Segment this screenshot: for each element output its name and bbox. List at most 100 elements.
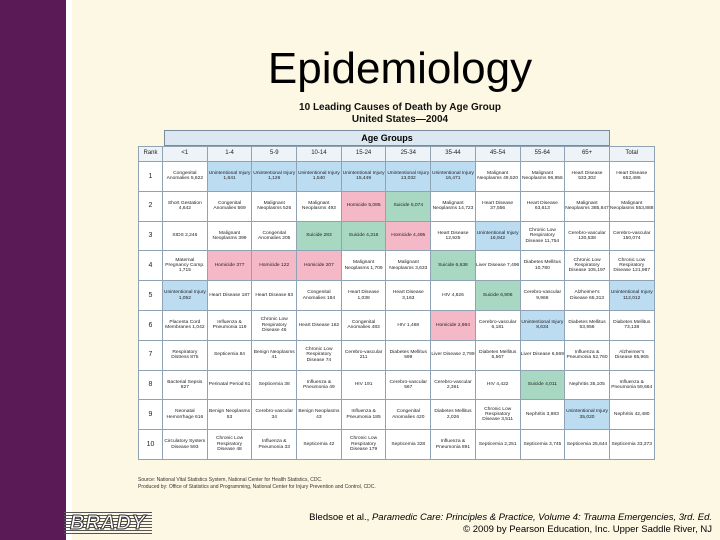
- cause-cell: Cerebro-vascular 2,361: [430, 369, 476, 401]
- cause-cell: Homicide 122: [251, 250, 298, 282]
- cause-cell: Diabetes Mellitus 599: [385, 339, 432, 371]
- cause-cell: Influenza & Pneumonia 185: [340, 399, 387, 431]
- table-row: 1 Congenital Anomalies 5,622 Unintentional…: [138, 161, 655, 192]
- cause-cell: Unintentional Injury 35,020: [564, 399, 610, 431]
- produced-by-line: Produced by: Office of Statistics and Pr…: [138, 483, 376, 490]
- rank-cell: 4: [138, 250, 163, 282]
- cause-cell: Unintentional Injury 1,641: [206, 161, 253, 192]
- cause-cell: Malignant Neoplasms 493: [296, 190, 342, 222]
- cause-cell: Diabetes Mellitus 2,026: [430, 399, 476, 431]
- cause-cell: Congenital Anomalies 184: [296, 280, 342, 311]
- cause-cell: Homicide 2,984: [430, 309, 476, 341]
- cause-cell: Cerebro-vascular 150,074: [608, 220, 655, 252]
- table-row: 4 Maternal Pregnancy Comp. 1,715 Homicide …: [138, 250, 655, 282]
- column-header: 35-44: [430, 146, 476, 162]
- cause-cell: Unintentional Injury 16,471: [430, 161, 476, 192]
- cause-cell: Chronic Low Respiratory Disease 11,754: [519, 220, 566, 252]
- cause-cell: Septicemia 25,644: [564, 429, 610, 460]
- column-header: 55-64: [519, 146, 566, 162]
- rank-cell: 6: [138, 309, 163, 341]
- cause-cell: Maternal Pregnancy Comp. 1,715: [162, 250, 208, 282]
- cause-cell: HIV 191: [340, 369, 387, 401]
- column-header: 25-34: [385, 146, 432, 162]
- cause-cell: Chronic Low Respiratory Disease 74: [296, 339, 342, 371]
- cause-cell: Septicemia 42: [296, 429, 342, 460]
- rank-cell: 2: [138, 190, 163, 222]
- table-row: 8 Bacterial Sepsis 827 Perinatal Period 61…: [138, 369, 655, 401]
- cause-cell: Alzheimer's Disease 65,313: [564, 280, 610, 311]
- cause-cell: Chronic Low Respiratory Disease 179: [340, 429, 387, 460]
- rank-cell: 8: [138, 369, 163, 401]
- cause-cell: Septicemia 84: [206, 339, 253, 371]
- cause-cell: Chronic Low Respiratory Disease 121,987: [608, 250, 655, 282]
- source-line: Source: National Vital Statistics System…: [138, 477, 323, 483]
- age-groups-header: Age Groups: [164, 130, 610, 146]
- cause-cell: Bacterial Sepsis 827: [162, 369, 208, 401]
- cause-cell: Heart Disease 83: [251, 280, 298, 311]
- cause-cell: Chronic Low Respiratory Disease 105,197: [564, 250, 610, 282]
- cause-cell: Diabetes Mellitus 73,138: [608, 309, 655, 341]
- column-header: <1: [162, 146, 208, 162]
- table-title: 10 Leading Causes of Death by Age Group: [299, 102, 501, 113]
- cause-cell: Influenza & Pneumonia 891: [430, 429, 476, 460]
- sidebar-stripe: [66, 0, 72, 540]
- rank-cell: 10: [138, 429, 163, 460]
- cause-cell: Septicemia 38: [251, 369, 298, 401]
- cause-cell: Unintentional Injury 1,540: [296, 161, 342, 192]
- cause-cell: Septicemia 328: [385, 429, 432, 460]
- cause-cell: Malignant Neoplasms 49,520: [474, 161, 521, 192]
- cause-cell: Liver Disease 2,799: [430, 339, 476, 371]
- cause-cell: Heart Disease 187: [206, 280, 253, 311]
- cause-cell: Benign Neoplasms 43: [296, 399, 342, 431]
- table-row: 10 Circulatory System Disease 593 Chronic …: [138, 429, 655, 460]
- cause-cell: Cerebro-vascular 130,538: [564, 220, 610, 252]
- citation: Bledsoe et al., Paramedic Care: Principl…: [242, 512, 712, 536]
- cause-cell: Suicide 6,906: [474, 280, 521, 311]
- cause-cell: Homicide 4,495: [385, 220, 432, 252]
- cause-cell: Suicide 5,074: [385, 190, 432, 222]
- cause-cell: Influenza & Pneumonia 52,760: [564, 339, 610, 371]
- table-header-row: Rank <1 1-4 5-9 10-14 15-24 25-34 35-44 45-54 55-…: [138, 146, 655, 162]
- cause-cell: Unintentional Injury 16,942: [474, 220, 521, 252]
- cause-cell: Homicide 377: [206, 250, 253, 282]
- cause-cell: Heart Disease 533,302: [564, 161, 610, 192]
- cause-cell: Unintentional Injury 13,032: [385, 161, 432, 192]
- cause-cell: Diabetes Mellitus 53,956: [564, 309, 610, 341]
- cause-cell: Malignant Neoplasms 399: [206, 220, 253, 252]
- column-header: 5-9: [251, 146, 298, 162]
- cause-cell: Diabetes Mellitus 10,780: [519, 250, 566, 282]
- cause-cell: Chronic Low Respiratory Disease 3,511: [474, 399, 521, 431]
- table-row: 9 Neonatal Hemorrhage 616 Benign Neoplasms…: [138, 399, 655, 431]
- cause-cell: Septicemia 33,373: [608, 429, 655, 460]
- table-row: 7 Respiratory Distress 875 Septicemia 84 Be…: [138, 339, 655, 371]
- table-row: 3 SIDS 2,246 Malignant Neoplasms 399 Congen…: [138, 220, 655, 252]
- cause-cell: Malignant Neoplasms 526: [251, 190, 298, 222]
- table-row: 5 Unintentional Injury 1,052 Heart Disease…: [138, 280, 655, 311]
- cause-cell: Suicide 4,011: [519, 369, 566, 401]
- cause-cell: Benign Neoplasms 53: [206, 399, 253, 431]
- cause-cell: Congenital Anomalies 569: [206, 190, 253, 222]
- citation-copyright: © 2009 by Pearson Education, Inc. Upper …: [463, 524, 712, 535]
- cause-cell: Chronic Low Respiratory Disease 48: [206, 429, 253, 460]
- cause-cell: Unintentional Injury 112,012: [608, 280, 655, 311]
- cause-cell: Perinatal Period 61: [206, 369, 253, 401]
- cause-cell: HIV 4,422: [474, 369, 521, 401]
- cause-cell: Septicemia 3,745: [519, 429, 566, 460]
- column-header: 10-14: [296, 146, 342, 162]
- cause-cell: Malignant Neoplasms 3,633: [385, 250, 432, 282]
- column-header: 65+: [564, 146, 610, 162]
- cause-cell: Congenital Anomalies 483: [340, 309, 387, 341]
- cause-cell: Malignant Neoplasms 553,888: [608, 190, 655, 222]
- cause-cell: Malignant Neoplasms 385,847: [564, 190, 610, 222]
- rank-cell: 1: [138, 161, 163, 192]
- cause-cell: Congenital Anomalies 5,622: [162, 161, 208, 192]
- cause-cell: HIV 1,468: [385, 309, 432, 341]
- cause-cell: Homicide 5,085: [340, 190, 387, 222]
- cause-cell: Unintentional Injury 1,126: [251, 161, 298, 192]
- cause-cell: Cerebro-vascular 34: [251, 399, 298, 431]
- brady-logo: BRADY: [64, 512, 153, 535]
- cause-cell: Homicide 207: [296, 250, 342, 282]
- cause-cell: Nephritis 3,983: [519, 399, 566, 431]
- cause-cell: Cerebro-vascular 6,181: [474, 309, 521, 341]
- cause-cell: SIDS 2,246: [162, 220, 208, 252]
